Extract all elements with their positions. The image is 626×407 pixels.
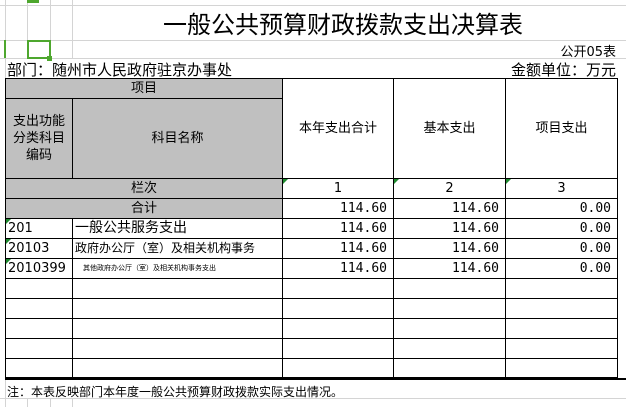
- header-name: 科目名称: [72, 98, 283, 179]
- gridline: [72, 398, 73, 407]
- unit-label: 金额单位：万元: [510, 61, 616, 79]
- empty-cell[interactable]: [5, 318, 73, 339]
- empty-cell[interactable]: [282, 338, 394, 359]
- empty-cell[interactable]: [393, 278, 506, 299]
- empty-cell[interactable]: [505, 278, 618, 299]
- row-total[interactable]: 114.60: [282, 218, 394, 239]
- gridline: [0, 58, 626, 59]
- empty-cell[interactable]: [505, 318, 618, 339]
- column-header-selected[interactable]: [27, 0, 39, 3]
- empty-cell[interactable]: [72, 318, 283, 339]
- header-project: 项目: [5, 78, 283, 99]
- comment-marker: [6, 259, 11, 264]
- empty-cell[interactable]: [393, 338, 506, 359]
- sum-basic[interactable]: 114.60: [393, 198, 506, 219]
- column-no-2: 2: [393, 178, 506, 199]
- comment-marker: [6, 239, 11, 244]
- fill-handle[interactable]: [47, 56, 52, 61]
- comment-marker: [6, 219, 11, 224]
- page-title: 一般公共预算财政拨款支出决算表: [163, 11, 523, 39]
- row-code[interactable]: 20103: [5, 238, 73, 259]
- empty-cell[interactable]: [5, 358, 73, 378]
- row-total[interactable]: 114.60: [282, 238, 394, 259]
- selected-cell[interactable]: [27, 40, 51, 59]
- empty-cell[interactable]: [282, 278, 394, 299]
- row-header-selected[interactable]: [4, 40, 6, 58]
- footnote: 注：本表反映部门本年度一般公共预算财政拨款实际支出情况。: [5, 378, 626, 399]
- gridline: [72, 0, 73, 58]
- comment-marker: [394, 179, 399, 184]
- gridline: [0, 5, 626, 6]
- header-total: 本年支出合计: [282, 78, 394, 179]
- row-code[interactable]: 201: [5, 218, 73, 239]
- header-basic: 基本支出: [393, 78, 506, 179]
- header-project-exp: 项目支出: [505, 78, 618, 179]
- empty-cell[interactable]: [505, 338, 618, 359]
- row-code[interactable]: 2010399: [5, 258, 73, 279]
- empty-cell[interactable]: [282, 358, 394, 378]
- row-name[interactable]: 一般公共服务支出: [72, 218, 283, 239]
- empty-cell[interactable]: [72, 298, 283, 319]
- column-no-1: 1: [282, 178, 394, 199]
- sum-project[interactable]: 0.00: [505, 198, 618, 219]
- gridline: [27, 398, 28, 407]
- empty-cell[interactable]: [282, 298, 394, 319]
- gridline: [0, 40, 626, 41]
- empty-cell[interactable]: [72, 278, 283, 299]
- gridline: [50, 398, 51, 407]
- department-label: 部门：随州市人民政府驻京办事处: [7, 61, 233, 79]
- row-basic[interactable]: 114.60: [393, 218, 506, 239]
- comment-marker: [283, 179, 288, 184]
- empty-cell[interactable]: [72, 338, 283, 359]
- column-no-3: 3: [505, 178, 618, 199]
- empty-cell[interactable]: [393, 358, 506, 378]
- header-code: 支出功能分类科目编码: [5, 98, 73, 179]
- gridline: [50, 0, 51, 58]
- empty-cell[interactable]: [5, 298, 73, 319]
- row-basic[interactable]: 114.60: [393, 238, 506, 259]
- empty-cell[interactable]: [393, 318, 506, 339]
- gridline: [27, 0, 28, 58]
- row-basic[interactable]: 114.60: [393, 258, 506, 279]
- row-total[interactable]: 114.60: [282, 258, 394, 279]
- comment-marker: [506, 179, 511, 184]
- column-no-label: 栏次: [5, 178, 283, 199]
- row-name[interactable]: 其他政府办公厅（室）及相关机构事务支出: [72, 258, 283, 279]
- empty-cell[interactable]: [5, 338, 73, 359]
- sum-total[interactable]: 114.60: [282, 198, 394, 219]
- table-number: 公开05表: [560, 45, 616, 60]
- gridline: [0, 398, 626, 399]
- sum-label: 合计: [5, 198, 283, 219]
- empty-cell[interactable]: [282, 318, 394, 339]
- empty-cell[interactable]: [505, 358, 618, 378]
- empty-cell[interactable]: [505, 298, 618, 319]
- row-project[interactable]: 0.00: [505, 218, 618, 239]
- empty-cell[interactable]: [393, 298, 506, 319]
- row-project[interactable]: 0.00: [505, 238, 618, 259]
- row-project[interactable]: 0.00: [505, 258, 618, 279]
- empty-cell[interactable]: [5, 278, 73, 299]
- row-name[interactable]: 政府办公厅（室）及相关机构事务: [72, 238, 283, 259]
- empty-cell[interactable]: [72, 358, 283, 378]
